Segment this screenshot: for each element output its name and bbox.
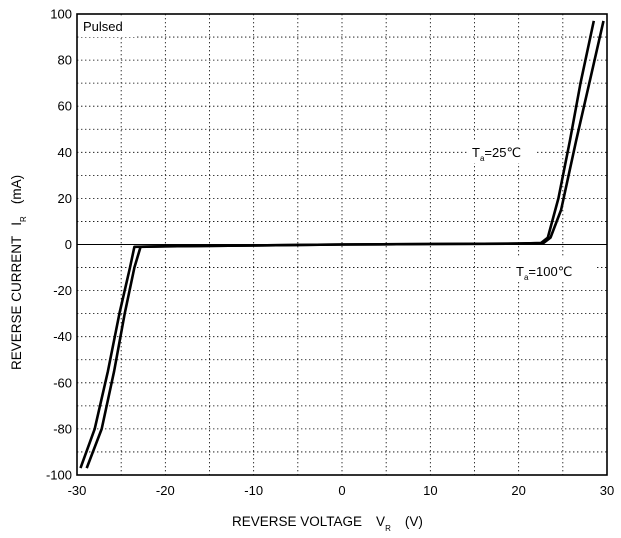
ta100-annotation: Ta=100℃ (516, 264, 572, 282)
ta100-label-background (513, 258, 595, 282)
y-tick-label: -100 (46, 468, 72, 483)
x-tick-label: 10 (423, 483, 437, 498)
x-tick-label: 30 (600, 483, 614, 498)
ta25-label-background (469, 141, 537, 163)
x-tick-label: 20 (511, 483, 525, 498)
x-tick-label: -30 (68, 483, 87, 498)
y-tick-label: 0 (65, 237, 72, 252)
y-tick-labels: 100 80 60 40 20 0 -20 -40 -60 -80 -100 (46, 7, 72, 483)
grid (77, 14, 607, 475)
y-tick-label: 80 (58, 53, 72, 68)
x-tick-labels: -30 -20 -10 0 10 20 30 (68, 483, 615, 498)
y-tick-label: -80 (53, 421, 72, 436)
x-tick-label: -10 (244, 483, 263, 498)
y-tick-label: 60 (58, 99, 72, 114)
y-tick-label: 100 (50, 7, 72, 22)
pulsed-label-background (80, 17, 136, 37)
series-group (79, 20, 605, 469)
y-tick-label: -40 (53, 329, 72, 344)
x-tick-label: -20 (156, 483, 175, 498)
series-line-2 (85, 20, 605, 469)
y-tick-label: -20 (53, 283, 72, 298)
x-tick-label: 0 (338, 483, 345, 498)
y-tick-label: 20 (58, 191, 72, 206)
y-tick-label: -60 (53, 375, 72, 390)
ta25-annotation: Ta=25℃ (472, 145, 521, 163)
y-tick-label: 40 (58, 145, 72, 160)
pulsed-annotation: Pulsed (83, 19, 123, 34)
plot-frame (76, 13, 608, 476)
x-axis-label: REVERSE VOLTAGE VR (V) (232, 514, 423, 533)
y-axis-label: REVERSE CURRENTIR(mA) (9, 175, 28, 370)
